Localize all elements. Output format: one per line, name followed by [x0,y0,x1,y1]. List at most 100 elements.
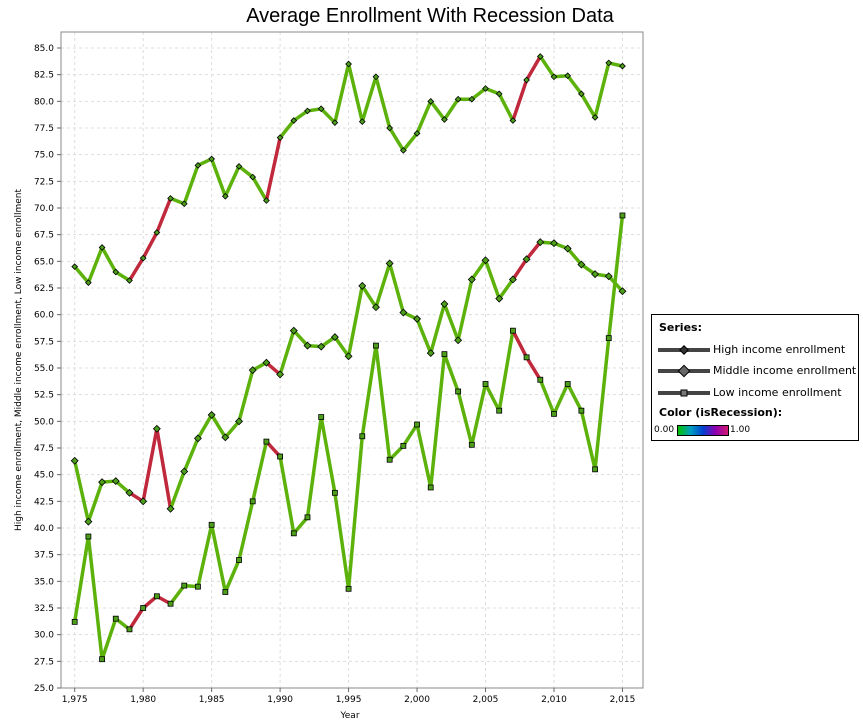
series-segment [497,328,515,413]
data-point [181,582,188,589]
x-tick-label: 1,985 [199,695,225,705]
series-segment [114,479,132,495]
data-point [125,488,134,497]
data-point [578,407,585,414]
series-segment [538,54,556,79]
data-point [468,95,476,103]
series-segment [155,427,173,511]
series-segment [524,54,543,82]
series-segment [237,499,255,562]
series-segment [565,73,584,96]
series-segment [511,328,529,360]
y-tick-label: 77.5 [34,124,54,134]
data-point [290,530,297,537]
data-point [400,442,407,449]
data-point [85,533,92,540]
data-point [551,410,557,417]
chart-title: Average Enrollment With Recession Data [246,5,614,27]
data-point [71,618,78,625]
data-point [317,342,326,351]
series-segment [387,261,406,315]
data-point [153,229,161,236]
series-segment [237,368,255,424]
series-segment [237,164,255,179]
y-tick-label: 32.5 [34,604,54,614]
series-segment [415,317,433,355]
data-point [522,255,531,264]
series-segment [593,61,611,120]
series-segment [72,534,91,624]
data-point [577,260,586,269]
data-point [373,342,379,349]
data-point [85,279,92,287]
data-point [152,424,161,433]
data-point [140,605,147,611]
series-segment [607,213,625,340]
series-segment [511,78,529,123]
color-scale-min: 0.00 [654,425,675,435]
y-tick-label: 27.5 [34,657,54,667]
data-point [71,263,79,271]
series-segment [223,419,241,440]
data-point [413,314,422,323]
series-segment [168,583,186,606]
series-segment [374,343,392,462]
series-segment [223,164,241,199]
series-segment [511,257,529,282]
data-point [303,341,312,350]
series-segment [127,256,145,283]
data-point [426,349,435,358]
series-segment [223,558,241,594]
series-segment [278,118,296,140]
data-point [304,107,311,115]
series-segment [524,240,543,261]
data-point [591,270,600,279]
series-segment [100,616,118,661]
y-tick-label: 60.0 [34,311,54,321]
data-point [263,197,270,204]
x-tick-label: 2,000 [404,695,430,705]
data-point [167,195,174,202]
series-segment [127,606,145,632]
legend-label-low-income: Low income enrollment [713,386,842,399]
x-tick-label: 2,005 [473,695,499,705]
y-tick-label: 35.0 [34,577,54,587]
y-tick-label: 82.5 [34,71,54,81]
data-point [222,589,229,595]
series-segment [333,491,351,591]
data-point [510,327,516,334]
series-segment [250,175,269,203]
data-point [592,466,598,473]
series-segment [524,355,543,382]
data-point [236,557,242,563]
data-point [467,275,476,284]
data-point [468,441,475,448]
series-3 [71,212,626,663]
data-point [604,272,613,281]
series-segment [374,261,392,309]
series-segment [278,328,296,377]
series-segment [333,335,351,359]
data-point [221,192,229,200]
x-tick-label: 2,010 [541,695,567,705]
series-segment [387,126,406,153]
data-point [495,294,504,303]
color-scale-bar [677,425,729,436]
series-segment [428,99,447,122]
data-point [344,352,353,361]
data-point [619,212,626,219]
series-segment [264,360,282,377]
y-tick-label: 85.0 [34,44,54,54]
data-point [537,376,544,383]
data-point [455,388,462,395]
series-segment [565,382,584,413]
y-tick-label: 37.5 [34,551,54,561]
legend-item-middle-income: Middle income enrollment [656,362,856,380]
series-segment [209,157,228,199]
legend-label-high-income: High income enrollment [713,343,846,356]
series-segment [360,75,378,124]
data-point [440,300,449,308]
data-point [248,366,257,375]
series-segment [86,245,104,285]
